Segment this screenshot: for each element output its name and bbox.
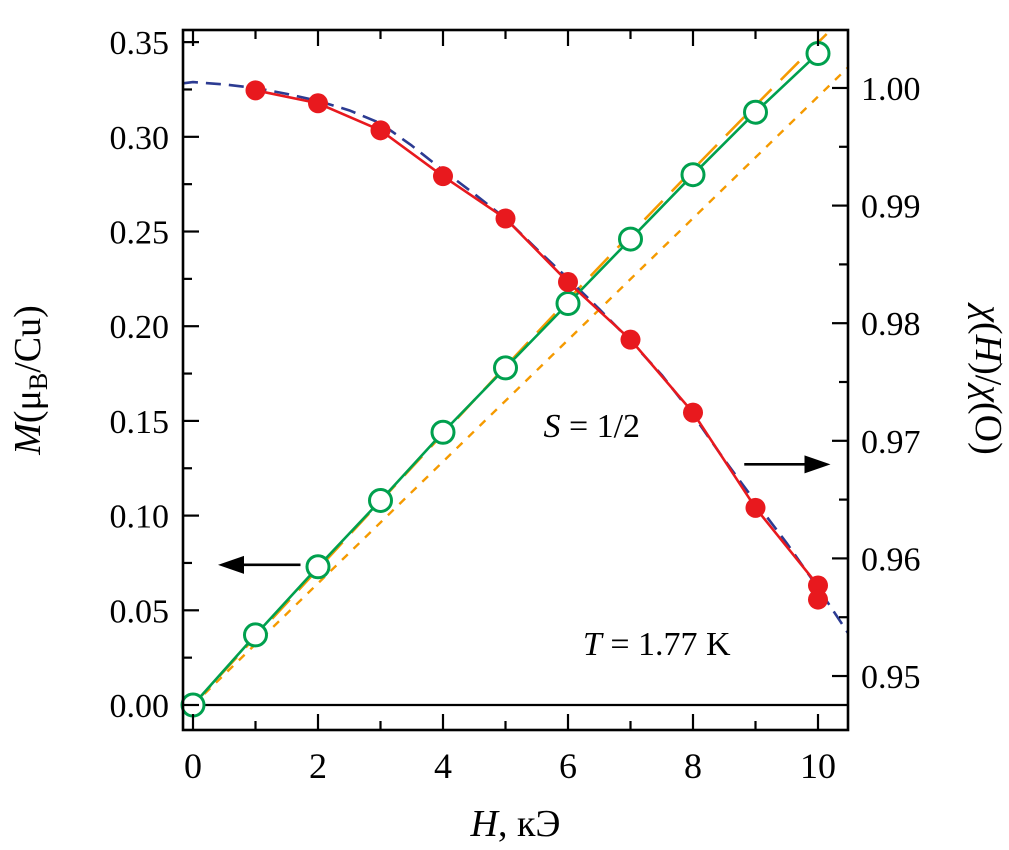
left-tick-label: 0.05 (110, 593, 170, 630)
left-tick-label: 0.30 (110, 120, 170, 157)
right-tick-label: 0.97 (861, 424, 921, 461)
series-line-m-fit-long-dash (192, 30, 833, 706)
spin-label: S = 1/2 (543, 408, 640, 445)
x-tick-label: 8 (684, 746, 702, 786)
marker-susceptibility-data (683, 402, 703, 423)
marker-magnetization-data (618, 226, 643, 252)
right-tick-label: 0.96 (861, 541, 921, 578)
right-axis-arrow-head (804, 455, 831, 474)
right-axis-label: χ(H)/χ(O) (967, 301, 1009, 455)
marker-magnetization-data (368, 487, 393, 513)
marker-magnetization-data (680, 162, 706, 188)
left-tick-label: 0.20 (110, 309, 170, 346)
left-tick-label: 0.10 (110, 499, 170, 536)
right-tick-label: 0.98 (861, 306, 921, 343)
left-tick-label: 0.15 (110, 404, 170, 441)
marker-magnetization-data (243, 622, 268, 648)
marker-magnetization-data (493, 355, 518, 381)
marker-magnetization-data (430, 419, 456, 445)
marker-susceptibility-data (745, 497, 766, 518)
temperature-label: T = 1.77 K (583, 626, 731, 663)
right-tick-label: 0.99 (861, 189, 921, 226)
x-tick-label: 0 (184, 746, 202, 786)
left-tick-label: 0.35 (110, 25, 170, 62)
right-tick-label: 0.95 (861, 659, 921, 696)
marker-susceptibility-data (495, 208, 516, 229)
marker-susceptibility-data (308, 93, 328, 114)
marker-susceptibility-data (433, 166, 453, 187)
left-axis-label: M(μB/Cu) (7, 305, 53, 456)
marker-susceptibility-data (808, 575, 828, 596)
marker-susceptibility-data (370, 120, 391, 141)
x-tick-label: 2 (309, 746, 327, 786)
x-tick-label: 10 (800, 746, 836, 786)
marker-magnetization-data (555, 290, 581, 316)
marker-susceptibility-data (808, 589, 828, 610)
left-tick-label: 0.25 (110, 215, 170, 252)
right-tick-label: 1.00 (861, 71, 921, 108)
marker-susceptibility-data (245, 80, 266, 101)
marker-layer (180, 40, 831, 718)
plot-frame (181, 28, 850, 732)
left-tick-label: 0.00 (110, 688, 170, 725)
marker-magnetization-data (305, 554, 331, 580)
x-tick-label: 4 (434, 746, 452, 786)
x-tick-label: 6 (559, 746, 577, 786)
marker-magnetization-data (743, 99, 768, 125)
marker-susceptibility-data (558, 272, 578, 293)
x-axis-label: H, кЭ (469, 803, 560, 845)
left-axis-arrow-head (218, 555, 244, 574)
marker-susceptibility-data (620, 329, 641, 350)
